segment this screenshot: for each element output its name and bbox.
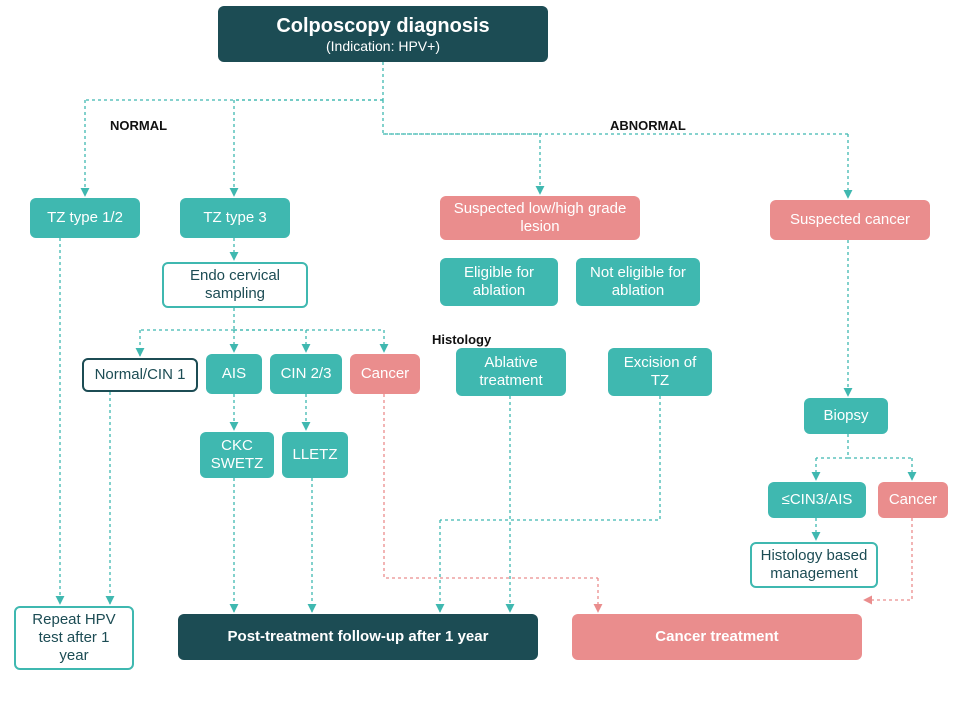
node-excision: Excision of TZ	[608, 348, 712, 396]
node-tz12: TZ type 1/2	[30, 198, 140, 238]
label-abnormal: ABNORMAL	[610, 118, 686, 133]
node-root: Colposcopy diagnosis(Indication: HPV+)	[218, 6, 548, 62]
node-posttreat: Post-treatment follow-up after 1 year	[178, 614, 538, 660]
node-repeat: Repeat HPV test after 1 year	[14, 606, 134, 670]
label-histology: Histology	[432, 332, 491, 347]
node-cancertreat: Cancer treatment	[572, 614, 862, 660]
node-eligible: Eligible for ablation	[440, 258, 558, 306]
node-cancer1: Cancer	[350, 354, 420, 394]
node-lesion: Suspected low/high grade lesion	[440, 196, 640, 240]
node-cancer2: Cancer	[878, 482, 948, 518]
node-ablative: Ablative treatment	[456, 348, 566, 396]
node-ais: AIS	[206, 354, 262, 394]
root-title: Colposcopy diagnosis	[276, 14, 489, 38]
node-endo: Endo cervical sampling	[162, 262, 308, 308]
node-scancer: Suspected cancer	[770, 200, 930, 240]
label-normal: NORMAL	[110, 118, 167, 133]
node-ckc: CKC SWETZ	[200, 432, 274, 478]
edge-27	[440, 396, 660, 520]
node-cin3ais: ≤CIN3/AIS	[768, 482, 866, 518]
node-noteligible: Not eligible for ablation	[576, 258, 700, 306]
node-histmgmt: Histology based management	[750, 542, 878, 588]
edge-24	[384, 394, 598, 578]
node-normalcin1: Normal/CIN 1	[82, 358, 198, 392]
edge-5	[383, 100, 540, 134]
node-lletz: LLETZ	[282, 432, 348, 478]
node-tz3: TZ type 3	[180, 198, 290, 238]
node-biopsy: Biopsy	[804, 398, 888, 434]
node-cin23: CIN 2/3	[270, 354, 342, 394]
root-sub: (Indication: HPV+)	[276, 38, 489, 55]
